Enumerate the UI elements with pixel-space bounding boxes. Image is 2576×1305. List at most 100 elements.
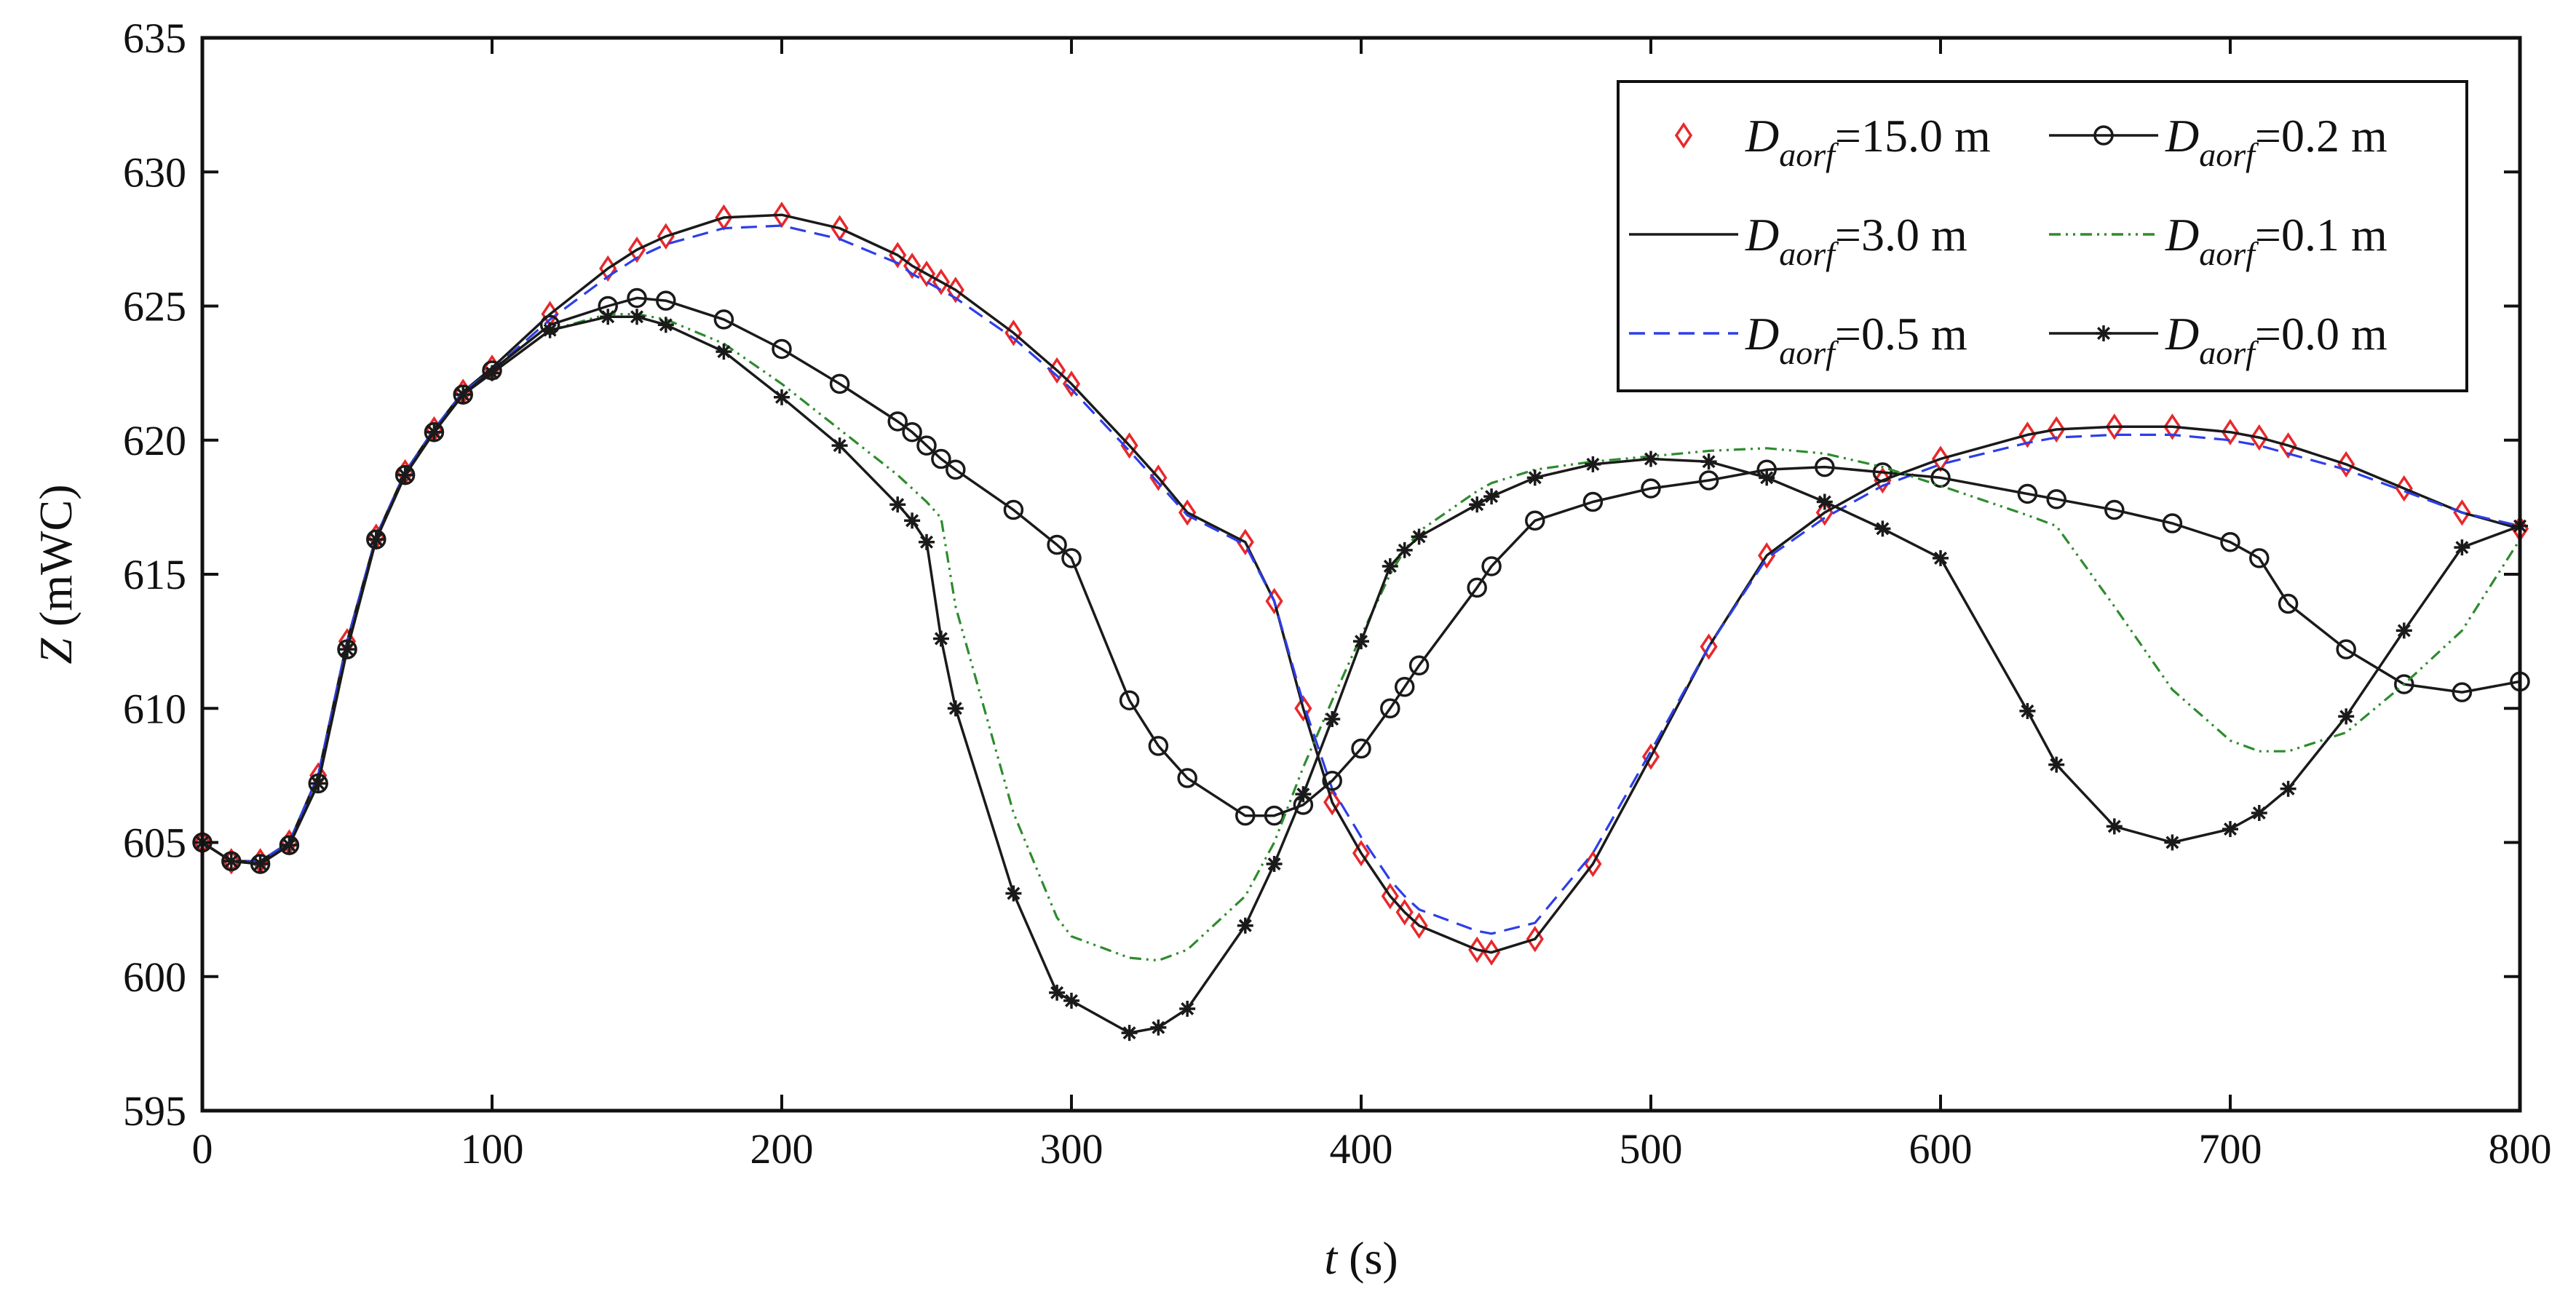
legend-symbol: D — [2165, 308, 2199, 360]
x-tick-label: 300 — [1040, 1125, 1103, 1173]
legend-marker — [2096, 325, 2112, 341]
legend-subscript: aorf — [2199, 136, 2259, 173]
y-tick-label: 605 — [123, 820, 186, 867]
data-point — [484, 365, 500, 381]
data-point — [1352, 840, 1371, 867]
data-point — [1381, 883, 1399, 910]
data-point — [1700, 633, 1718, 660]
data-point — [2394, 674, 2414, 694]
data-point — [395, 464, 416, 485]
data-point — [902, 421, 922, 443]
data-point — [2046, 489, 2066, 509]
x-axis-label: t (s) — [1324, 1232, 1398, 1284]
x-tick-label: 700 — [2199, 1125, 2262, 1173]
data-point — [716, 344, 732, 360]
data-point — [453, 384, 473, 405]
legend-label: Daorf=0.0 m — [2165, 308, 2387, 371]
data-point — [772, 338, 792, 360]
data-point — [1930, 467, 1951, 488]
data-point — [600, 309, 617, 325]
legend-value: =0.1 m — [2255, 209, 2387, 261]
x-tick-label: 500 — [1620, 1125, 1683, 1173]
data-point — [889, 496, 906, 513]
y-tick-label: 615 — [123, 551, 186, 598]
legend-value: =3.0 m — [1835, 209, 1967, 261]
data-point — [308, 773, 328, 794]
legend-entry: Daorf=3.0 m — [1629, 209, 1967, 272]
y-axis-symbol: Z — [30, 638, 82, 665]
data-point — [368, 531, 384, 548]
data-point — [1481, 556, 1502, 576]
data-point — [1933, 550, 1949, 566]
data-point — [887, 411, 908, 432]
data-point — [2337, 451, 2355, 478]
data-point — [2338, 708, 2355, 725]
data-point — [1526, 469, 1543, 486]
data-point — [1324, 710, 1341, 727]
data-point — [1641, 478, 1661, 499]
data-point — [656, 290, 676, 311]
data-point — [1382, 558, 1398, 574]
y-tick-label: 610 — [123, 685, 186, 732]
data-point — [281, 837, 298, 854]
x-axis-unit: (s) — [1337, 1232, 1398, 1284]
data-point — [2452, 682, 2473, 702]
data-point — [1396, 542, 1413, 558]
data-point — [1119, 690, 1140, 710]
data-point — [2019, 702, 2036, 719]
legend-marker — [1674, 122, 1693, 149]
data-point — [337, 639, 357, 659]
legend-symbol: D — [2165, 110, 2199, 162]
legend-symbol: D — [1745, 110, 1779, 162]
data-point — [1482, 939, 1501, 966]
data-point — [1003, 499, 1024, 520]
data-point — [1235, 805, 1256, 826]
data-point — [223, 853, 239, 870]
data-point — [426, 424, 443, 440]
data-point — [1295, 786, 1312, 803]
data-point — [1266, 855, 1283, 872]
legend-entry: Daorf=0.1 m — [2049, 209, 2387, 272]
data-point — [1585, 456, 1601, 472]
data-point — [1467, 577, 1487, 598]
data-point — [2453, 499, 2471, 526]
legend-symbol: D — [1745, 209, 1779, 261]
legend-box — [1617, 80, 2468, 392]
data-point — [1353, 633, 1369, 650]
data-point — [397, 467, 413, 483]
legend-subscript: aorf — [1779, 235, 1839, 272]
data-point — [1005, 885, 1022, 902]
x-tick-label: 200 — [750, 1125, 814, 1173]
data-point — [904, 512, 921, 529]
y-tick-label: 600 — [123, 953, 186, 1001]
data-point — [1351, 738, 1371, 759]
legend-subscript: aorf — [2199, 334, 2259, 371]
data-point — [424, 421, 445, 443]
data-point — [774, 389, 790, 405]
data-point — [1700, 453, 1717, 470]
data-point — [932, 630, 949, 647]
data-point — [1322, 770, 1342, 791]
data-point — [2222, 821, 2238, 838]
data-point — [310, 775, 327, 792]
data-point — [657, 317, 674, 333]
y-axis-unit: (mWC) — [30, 484, 82, 638]
data-point — [1049, 984, 1066, 1001]
data-point — [1815, 456, 1835, 477]
legend-entry: Daorf=0.0 m — [2049, 308, 2387, 371]
legend-subscript: aorf — [1779, 334, 1839, 371]
data-point — [1265, 587, 1283, 615]
data-point — [1582, 491, 1604, 512]
legend-symbol: D — [1745, 308, 1779, 360]
data-point — [2105, 413, 2123, 440]
y-tick-label: 635 — [123, 15, 186, 62]
data-point — [1121, 1025, 1138, 1042]
data-point — [542, 322, 558, 338]
data-point — [252, 855, 269, 872]
data-point — [2249, 548, 2270, 568]
data-point — [1408, 655, 1430, 676]
legend-subscript: aorf — [2199, 235, 2259, 272]
x-axis-symbol: t — [1324, 1232, 1339, 1284]
